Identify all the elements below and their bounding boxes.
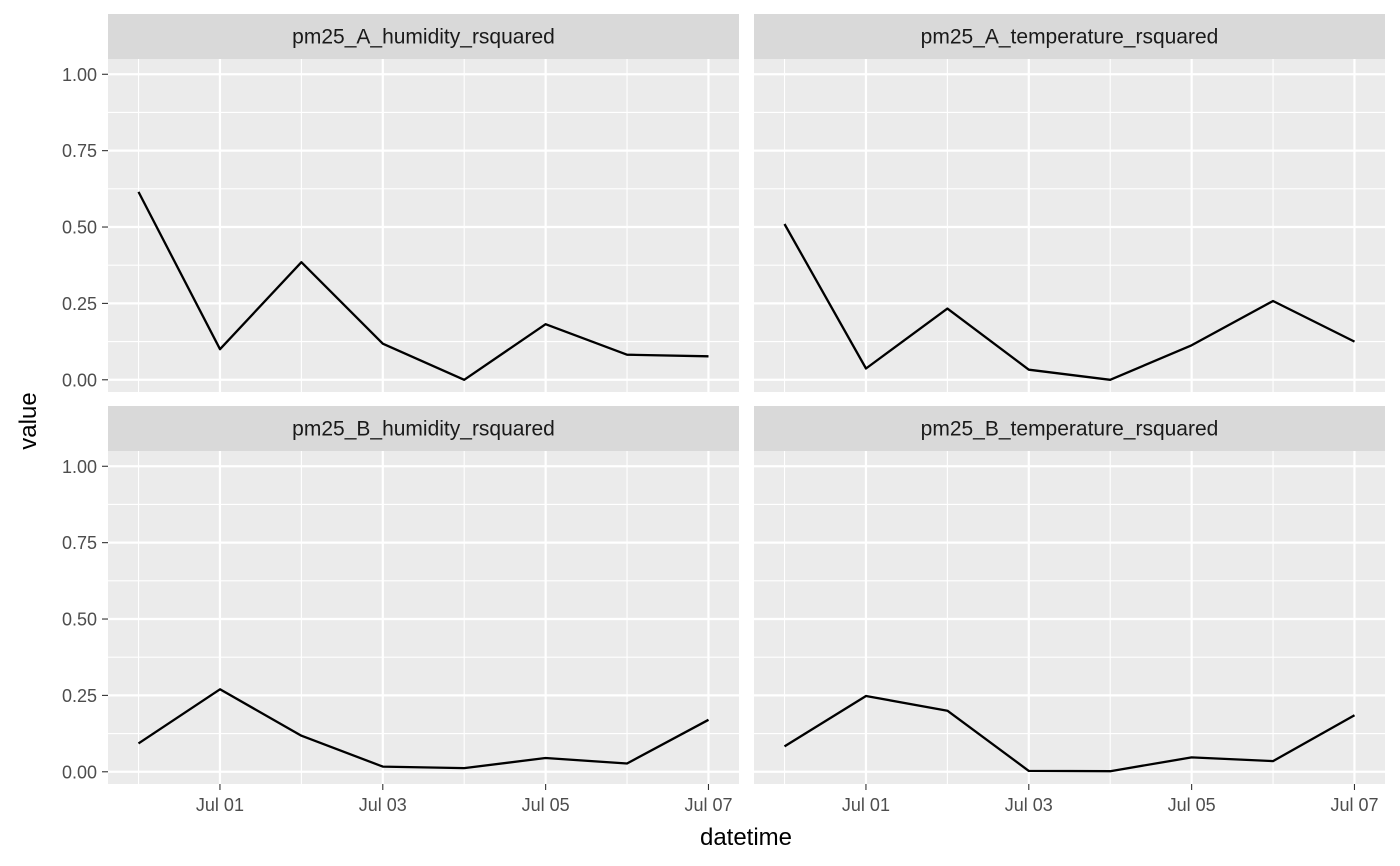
x-tick-label: Jul 07 [684,795,732,815]
x-axis-title: datetime [700,824,792,851]
panel-background [754,451,1385,784]
x-tick-label: Jul 01 [842,795,890,815]
series-line [783,694,1356,773]
series-line [137,191,709,381]
series-line [137,688,710,770]
facet-strip [754,14,1385,59]
facet-strip-label: pm25_A_humidity_rsquared [292,26,555,49]
facet-panel-pm25_B_humidity_rsquared: pm25_B_humidity_rsquared 0.00 0.25 0.50 0.75… [62,406,739,815]
y-tick-label: 0.50 [62,610,97,630]
facet-strip-label: pm25_B_temperature_rsquared [921,418,1219,441]
y-tick-label: 0.75 [62,533,97,553]
facet-strip [754,406,1385,451]
x-tick-label: Jul 05 [1168,795,1216,815]
y-tick-label: 0.50 [62,218,97,238]
y-tick-label: 0.25 [62,294,97,314]
facet-panel-pm25_A_temperature_rsquared: pm25_A_temperature_rsquared [754,14,1385,392]
facet-panel-pm25_A_humidity_rsquared: pm25_A_humidity_rsquared 0.00 0.25 0.50 0.75… [62,14,739,392]
x-tick-label: Jul 07 [1330,795,1378,815]
y-tick-label: 0.00 [62,370,97,390]
panel-background [108,451,739,784]
facet-panel-pm25_B_temperature_rsquared: pm25_B_temperature_rsquared Jul 01 Jul 03 J… [754,406,1385,815]
facet-strip-label: pm25_B_humidity_rsquared [292,418,555,441]
x-tick-label: Jul 03 [1005,795,1053,815]
panel-background [754,59,1385,392]
x-tick-label: Jul 05 [522,795,570,815]
y-tick-label: 1.00 [62,65,97,85]
y-tick-label: 0.25 [62,686,97,706]
y-tick-label: 0.75 [62,141,97,161]
series-line [783,223,1356,381]
y-tick-label: 1.00 [62,457,97,477]
x-tick-label: Jul 01 [196,795,244,815]
y-axis-title: value [15,392,42,449]
facet-strip [108,14,739,59]
x-tick-label: Jul 03 [359,795,407,815]
facet-strip [108,406,739,451]
y-tick-label: 0.00 [62,762,97,782]
facet-strip-label: pm25_A_temperature_rsquared [921,26,1219,49]
